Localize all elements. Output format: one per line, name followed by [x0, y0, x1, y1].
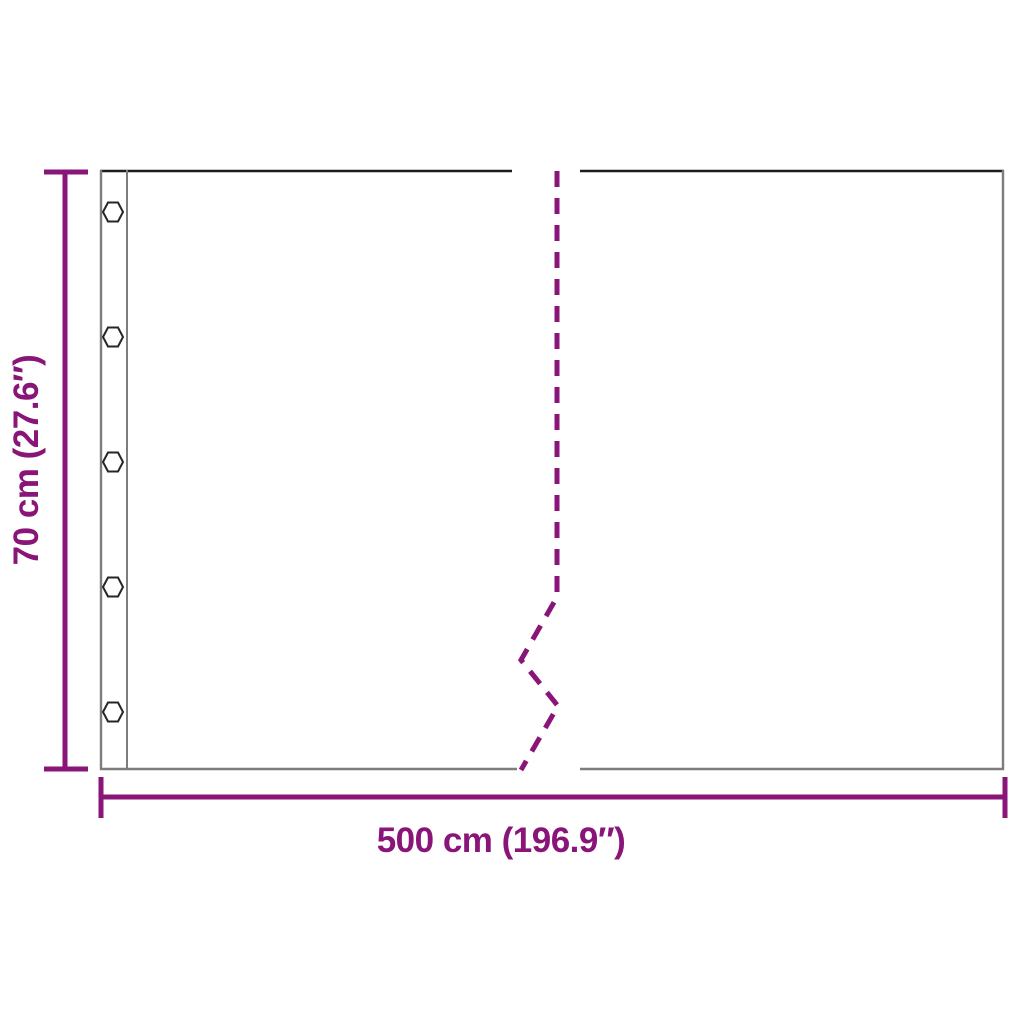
height-dimension: 70 cm (27.6″): [7, 169, 88, 772]
grommet-eyelet-icon: [101, 701, 125, 723]
width-dimension-label: 500 cm (196.9″): [377, 821, 626, 860]
width-dimension: 500 cm (196.9″): [98, 777, 1008, 860]
height-dimension-label: 70 cm (27.6″): [7, 355, 46, 566]
length-break-dashed-line: [517, 171, 562, 772]
product-outline: [99, 169, 1005, 771]
grommet-eyelet-icon: [101, 576, 125, 598]
grommet-eyelet-icon: [101, 451, 125, 473]
grommet-eyelet-icon: [101, 326, 125, 348]
grommet-strip: [101, 201, 125, 723]
grommet-eyelet-icon: [101, 201, 125, 223]
